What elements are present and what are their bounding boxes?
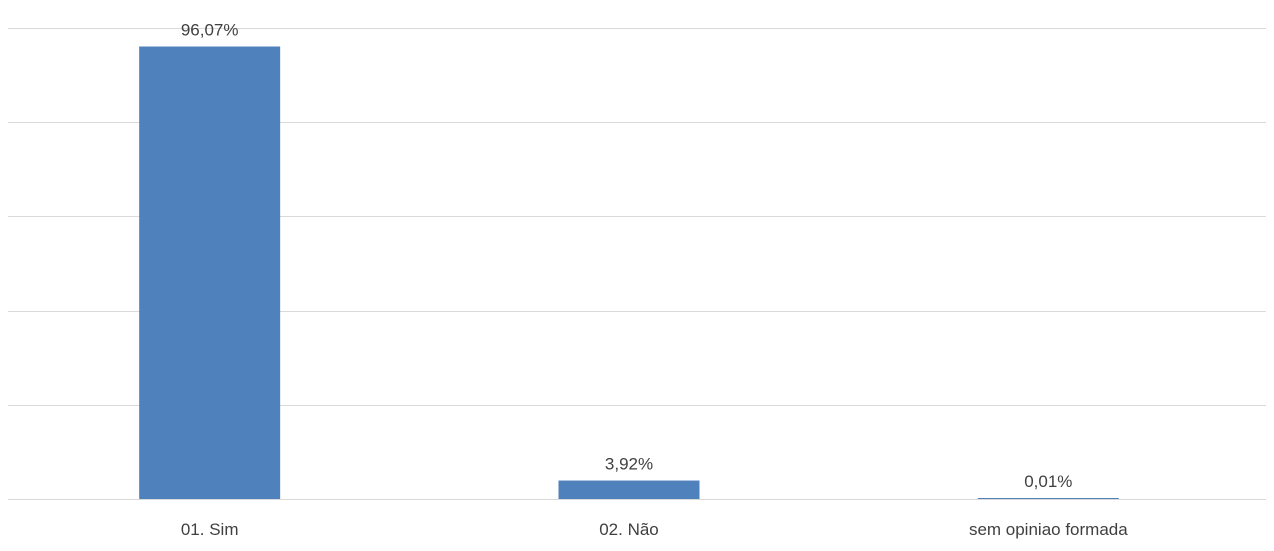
x-tick-label: 02. Não	[599, 520, 659, 539]
data-labels: 96,07% 3,92% 0,01%	[181, 21, 1073, 491]
bar	[558, 480, 700, 499]
x-tick-label: 01. Sim	[181, 520, 239, 539]
bar	[977, 498, 1119, 499]
bar	[139, 46, 281, 499]
x-tick-labels: 01. Sim 02. Não sem opiniao formada	[181, 520, 1128, 539]
x-tick-label: sem opiniao formada	[969, 520, 1128, 539]
data-label: 3,92%	[605, 455, 653, 474]
bars	[139, 46, 1119, 499]
data-label: 0,01%	[1024, 472, 1072, 491]
data-label: 96,07%	[181, 21, 239, 40]
